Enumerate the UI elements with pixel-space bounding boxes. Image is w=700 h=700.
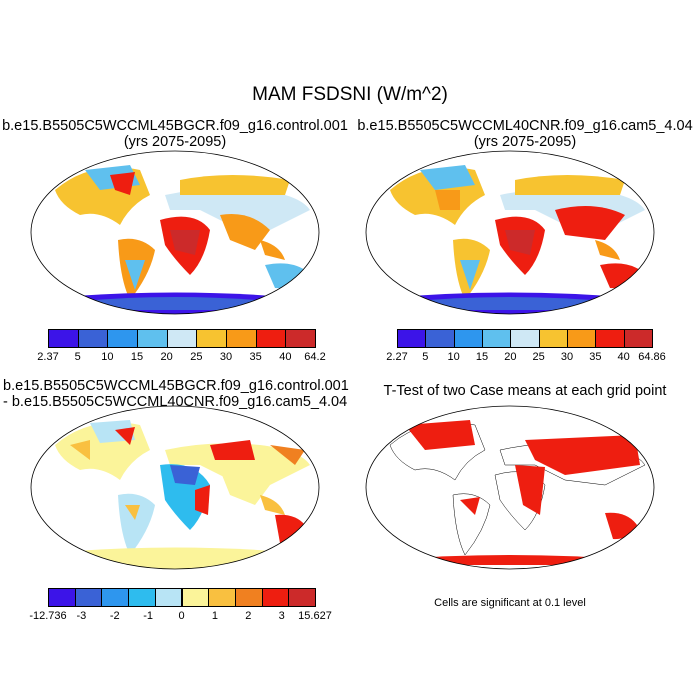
colorbar-tick-label: 10 <box>101 351 114 363</box>
significance-note: Cells are significant at 0.1 level <box>434 597 586 609</box>
colorbar-box <box>77 329 109 348</box>
colorbar-tick-label: -1 <box>143 610 154 622</box>
panel-title-line1: b.e15.B5505C5WCCML45BGCR.f09_g16.control… <box>3 378 349 394</box>
colorbar-tick-label: 20 <box>160 351 173 363</box>
panel-title-line2: (yrs 2075-2095) <box>473 134 577 150</box>
colorbar-tick-label: -3 <box>76 610 87 622</box>
colorbar-tick-label: 3 <box>278 610 285 622</box>
colorbar-box <box>397 329 427 348</box>
colorbar-box <box>226 329 257 348</box>
colorbar-box <box>196 329 227 348</box>
map-top-right <box>365 150 655 315</box>
panel-title-line1: b.e15.B5505C5WCCML45BGCR.f09_g16.control… <box>2 118 348 134</box>
colorbar-tick-label: 15 <box>475 351 489 363</box>
colorbar-box <box>285 329 316 348</box>
colorbar-tick-label: 1 <box>211 610 218 622</box>
colorbar-box <box>128 588 156 607</box>
colorbar-tick-label: 30 <box>219 351 233 363</box>
colorbar-box <box>48 588 76 607</box>
colorbar-tick-label: 5 <box>422 351 429 363</box>
colorbar-bottom-left: -12.736 -3 -2 -1 0 1 2 3 15.627 <box>29 588 332 624</box>
panel-title-bottom-right: T-Test of two Case means at each grid po… <box>383 383 667 399</box>
colorbar-box <box>208 588 236 607</box>
panel-title-bottom-left: b.e15.B5505C5WCCML45BGCR.f09_g16.control… <box>3 378 349 410</box>
panel-title-top-right: b.e15.B5505C5WCCML40CNR.f09_g16.cam5_4.0… <box>350 118 700 150</box>
colorbar-box <box>567 329 597 348</box>
panel-title-top-left: b.e15.B5505C5WCCML45BGCR.f09_g16.control… <box>0 118 350 150</box>
colorbar-box <box>482 329 512 348</box>
colorbar-tick-label: 0 <box>178 610 185 622</box>
panel-title-line1: b.e15.B5505C5WCCML40CNR.f09_g16.cam5_4.0… <box>357 118 693 134</box>
colorbar-box <box>261 588 290 607</box>
map-top-left <box>30 150 320 315</box>
colorbar-tick-label: -12.736 <box>29 610 67 622</box>
colorbar-box <box>453 329 483 348</box>
colorbar-tick-label: 25 <box>190 351 203 363</box>
colorbar-tick-label: 64.86 <box>638 351 666 363</box>
colorbar-box <box>288 588 316 607</box>
colorbar-box <box>181 588 210 607</box>
colorbar-box <box>510 329 540 348</box>
colorbar-tick-label: 30 <box>560 351 574 363</box>
panel-title-line2: (yrs 2075-2095) <box>123 134 227 150</box>
colorbar-box <box>595 329 625 348</box>
colorbar-tick-label: 2.27 <box>386 351 408 363</box>
colorbar-tick-label: 25 <box>532 351 545 363</box>
map-bottom-right <box>365 405 655 570</box>
panel-title-line2: - b.e15.B5505C5WCCML40CNR.f09_g16.cam5_4… <box>3 394 348 410</box>
colorbar-box <box>74 588 103 607</box>
colorbar-box <box>166 329 198 348</box>
colorbar-tick-label: 40 <box>279 351 292 363</box>
map-bottom-left <box>30 405 320 570</box>
colorbar-tick-label: 20 <box>504 351 517 363</box>
colorbar-tick-label: 15.627 <box>298 610 332 622</box>
colorbar-box <box>255 329 287 348</box>
colorbar-tick-label: 5 <box>74 351 81 363</box>
main-title: MAM FSDSNI (W/m^2) <box>252 84 448 105</box>
colorbar-tick-label: 2 <box>245 610 252 622</box>
colorbar-box <box>48 329 79 348</box>
colorbar-top-left: 2.37 5 10 15 20 25 30 35 40 64.2 <box>37 329 326 365</box>
colorbar-box <box>154 588 183 607</box>
colorbar-tick-label: 15 <box>130 351 144 363</box>
colorbar-tick-label: 35 <box>589 351 602 363</box>
colorbar-tick-label: 10 <box>447 351 460 363</box>
colorbar-box <box>234 588 263 607</box>
colorbar-tick-label: 40 <box>617 351 630 363</box>
colorbar-tick-label: 64.2 <box>304 351 326 363</box>
colorbar-tick-label: 35 <box>249 351 262 363</box>
colorbar-tick-label: -2 <box>109 610 120 622</box>
colorbar-box <box>101 588 130 607</box>
colorbar-box <box>538 329 568 348</box>
colorbar-box <box>425 329 455 348</box>
colorbar-top-right: 2.27 5 10 15 20 25 30 35 40 64.86 <box>386 329 666 365</box>
colorbar-box <box>107 329 138 348</box>
colorbar-box <box>137 329 168 348</box>
colorbar-box <box>623 329 653 348</box>
colorbar-tick-label: 2.37 <box>37 351 59 363</box>
